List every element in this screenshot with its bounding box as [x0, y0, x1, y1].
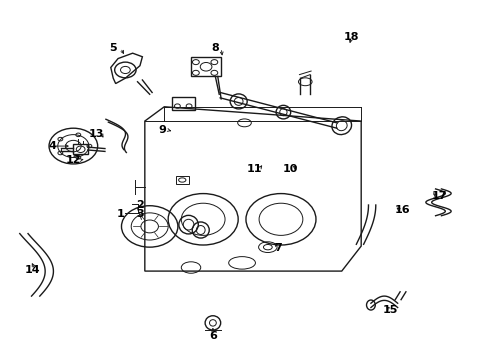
Text: 17: 17	[430, 191, 446, 201]
Text: 1: 1	[117, 209, 124, 219]
Text: 8: 8	[211, 43, 219, 53]
Text: 15: 15	[382, 305, 397, 315]
Text: 16: 16	[394, 205, 409, 215]
Text: 14: 14	[25, 265, 41, 275]
Text: 2: 2	[136, 200, 143, 210]
Text: 13: 13	[88, 129, 103, 139]
Text: 7: 7	[274, 243, 282, 253]
Text: 6: 6	[208, 332, 216, 342]
Text: 3: 3	[136, 209, 143, 219]
Text: 18: 18	[343, 32, 359, 42]
Text: 4: 4	[48, 141, 56, 151]
Text: 11: 11	[246, 164, 262, 174]
Text: 12: 12	[65, 156, 81, 165]
Text: 10: 10	[283, 164, 298, 174]
Text: 9: 9	[158, 125, 165, 135]
Text: 5: 5	[109, 43, 117, 53]
